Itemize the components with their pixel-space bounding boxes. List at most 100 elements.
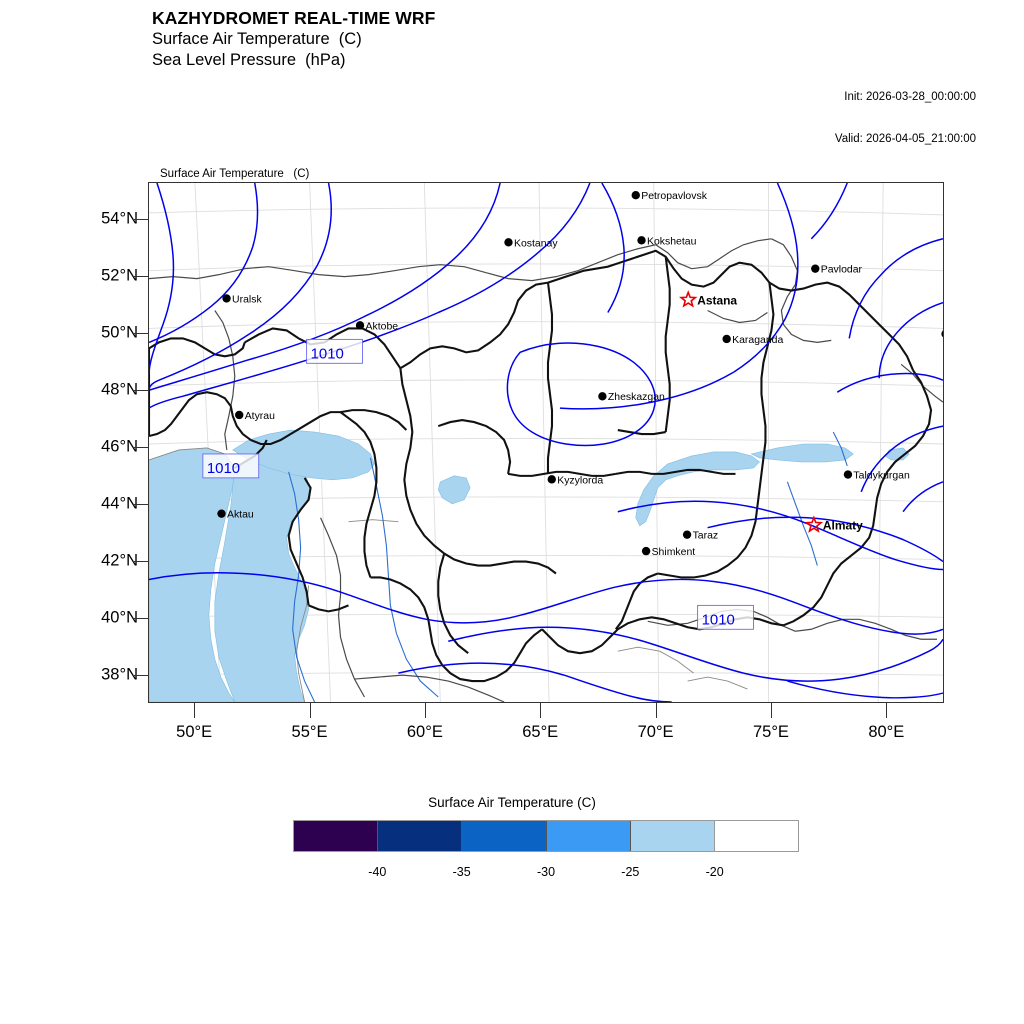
colorbar[interactable] (293, 820, 799, 852)
subtitle-temp: Surface Air Temperature (C) (152, 30, 362, 48)
capital-star-icon (804, 515, 824, 533)
x-axis-tick (886, 703, 888, 718)
colorbar-tick-label: -35 (452, 865, 471, 879)
city-dot-icon (722, 334, 731, 344)
city-label: Kyzylorda (557, 475, 603, 486)
city-label: Aktobe (366, 321, 399, 332)
map-canvas[interactable]: 1010 1010 1010 Petropavlovsk Kostanay Koks… (149, 183, 943, 702)
city-marker-shimkent[interactable]: Shimkent (641, 546, 696, 558)
isobar-label-north: 1010 (306, 338, 363, 364)
y-axis-tick (133, 275, 148, 277)
x-axis-tick-label: 65°E (522, 723, 559, 741)
colorbar-tick-label: -30 (536, 865, 556, 879)
colorbar-segment-1[interactable] (377, 821, 462, 851)
x-axis-tick-label: 70°E (637, 723, 674, 741)
colorbar-segment-4[interactable] (629, 821, 714, 851)
city-label: Karaganda (732, 335, 783, 346)
city-marker-karaganda[interactable]: Karaganda (722, 334, 784, 346)
city-marker-petropavlovsk[interactable]: Petropavlovsk (631, 191, 708, 202)
city-marker-uralsk[interactable]: Uralsk (222, 294, 262, 305)
x-axis-tick (540, 703, 542, 718)
y-axis-tick (133, 389, 148, 391)
city-dot-icon (843, 470, 853, 479)
city-marker-kostanay[interactable]: Kostanay (504, 238, 558, 249)
country-borders (149, 249, 933, 683)
y-axis-tick-label: 42°N (101, 551, 138, 570)
city-dot-icon (217, 509, 226, 518)
city-marker-taraz[interactable]: Taraz (682, 530, 719, 542)
x-axis-tick (770, 703, 772, 718)
colorbar-segment-5[interactable] (713, 821, 799, 851)
city-marker-pavlodar[interactable]: Pavlodar (811, 264, 863, 276)
city-dot-icon (682, 530, 692, 539)
x-axis-tick (655, 703, 657, 718)
city-dot-icon (547, 475, 556, 484)
city-dot-icon (222, 294, 231, 303)
city-marker-kokshetau[interactable]: Kokshetau (637, 236, 697, 247)
isobar-label-value-3: 1010 (702, 611, 735, 628)
colorbar-segment-0[interactable] (294, 821, 378, 851)
map-plot-area[interactable]: 1010 1010 1010 Petropavlovsk Kostanay Koks… (148, 182, 944, 703)
y-axis-tick (133, 503, 148, 505)
y-axis-tick (133, 617, 148, 619)
city-label: Taraz (693, 531, 719, 542)
city-marker-aktau[interactable]: Aktau (217, 509, 254, 521)
city-label: Astana (697, 293, 737, 307)
x-axis-tick-label: 60°E (406, 723, 443, 741)
y-axis-tick-label: 40°N (101, 608, 138, 627)
city-label: Petropavlovsk (641, 191, 707, 202)
y-axis-tick (133, 219, 148, 220)
city-label: Kokshetau (647, 236, 697, 247)
colorbar-segment-3[interactable] (545, 821, 630, 851)
init-time-label: Init: 2026-03-28_00:00:00 (844, 91, 976, 103)
city-marker-almaty[interactable]: Almaty (804, 515, 863, 533)
city-marker-aktobe[interactable]: Aktobe (355, 321, 399, 332)
header-block: KAZHYDROMET REAL-TIME WRF Surface Air Te… (152, 8, 712, 71)
x-axis-tick (194, 703, 196, 718)
city-marker-astana[interactable]: Astana (678, 290, 737, 308)
city-marker-zheskazgan[interactable]: Zheskazgan (598, 392, 665, 403)
y-axis-tick-label: 38°N (101, 665, 138, 684)
city-label: Aktau (227, 510, 254, 521)
colorbar-tick-label: -40 (368, 865, 387, 879)
coastlines (149, 447, 748, 702)
city-marker-atyrau[interactable]: Atyrau (235, 410, 275, 422)
city-dot-icon (631, 191, 640, 200)
page-title: KAZHYDROMET REAL-TIME WRF (152, 8, 436, 28)
city-label: Uralsk (232, 294, 262, 305)
isobar-label-value-2: 1010 (207, 460, 240, 477)
y-axis-tick (133, 560, 148, 562)
city-label: Atyrau (245, 411, 275, 422)
city-marker-taldykurgan[interactable]: Taldykurgan (843, 470, 910, 482)
valid-time-label: Valid: 2026-04-05_21:00:00 (834, 133, 976, 145)
x-axis-tick (309, 703, 311, 718)
panel-caption-temp: Surface Air Temperature (C) (160, 168, 310, 180)
city-dot-icon (598, 392, 607, 401)
isobars (149, 183, 943, 702)
city-dot-icon (504, 238, 513, 247)
y-axis-tick-label: 50°N (101, 323, 138, 342)
city-markers[interactable]: Petropavlovsk Kostanay Kokshetau Pavlodar Ur… (217, 191, 943, 558)
isobar-label-group: 1010 1010 1010 (202, 338, 754, 630)
city-dot-icon (637, 236, 646, 245)
city-dot-icon (641, 546, 651, 556)
city-label: Shimkent (652, 547, 696, 558)
y-axis-tick-label: 48°N (101, 380, 138, 399)
city-label: Kostanay (514, 238, 558, 249)
x-axis-tick-label: 55°E (291, 723, 328, 741)
colorbar-tick-label: -25 (621, 865, 640, 879)
x-axis-tick (424, 703, 426, 718)
y-axis-tick (133, 446, 148, 448)
x-axis-tick-label: 80°E (868, 723, 905, 741)
city-dot-icon (235, 410, 244, 420)
city-dot-icon (811, 264, 820, 273)
colorbar-segment-2[interactable] (461, 821, 546, 851)
colorbar-tick-label: -20 (705, 865, 724, 879)
city-marker-kyzylorda[interactable]: Kyzylorda (547, 475, 604, 486)
y-axis-tick-label: 54°N (101, 209, 138, 228)
isobar-label-south: 1010 (697, 604, 754, 630)
city-marker-ustkamen[interactable]: Ustkamen (941, 330, 943, 341)
city-label: Pavlodar (821, 265, 863, 276)
city-label: Taldykurgan (853, 471, 910, 482)
subtitle-slp: Sea Level Pressure (hPa) (152, 51, 346, 69)
